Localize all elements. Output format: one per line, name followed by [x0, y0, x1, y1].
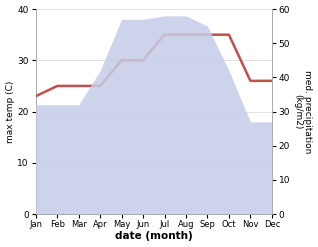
X-axis label: date (month): date (month) [115, 231, 193, 242]
Y-axis label: max temp (C): max temp (C) [5, 80, 15, 143]
Y-axis label: med. precipitation
(kg/m2): med. precipitation (kg/m2) [293, 70, 313, 153]
